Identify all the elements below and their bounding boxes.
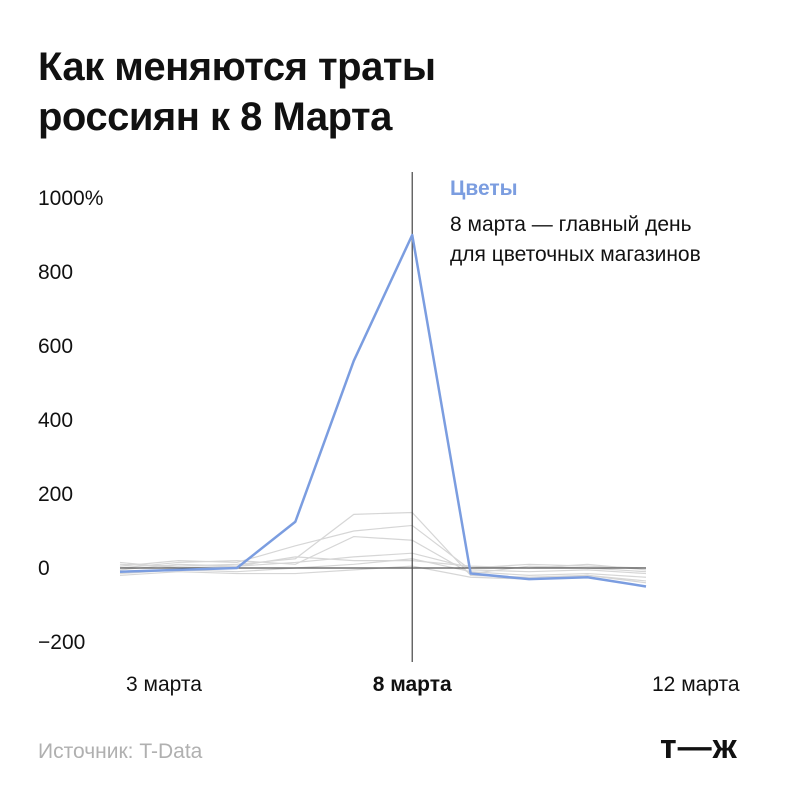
title-line-1: Как меняются траты: [38, 45, 436, 89]
background-series-line: [119, 552, 647, 571]
page-title: Как меняются траты россиян к 8 Марта: [38, 42, 758, 142]
y-tick-label: 800: [38, 261, 73, 284]
x-tick-label: 3 марта: [126, 673, 202, 696]
x-tick-label: 12 марта: [652, 673, 740, 696]
y-tick-label: −200: [38, 631, 85, 654]
x-tick-label: 8 марта: [373, 673, 452, 696]
annotation-line-1: 8 марта — главный день: [450, 213, 692, 236]
y-tick-label: 600: [38, 335, 73, 358]
annotation-title: Цветы: [450, 177, 518, 200]
series-line-flowers: [119, 233, 647, 588]
background-series-line: [119, 524, 647, 575]
annotation-text: 8 марта — главный день для цветочных маг…: [450, 210, 790, 270]
y-tick-label: 0: [38, 557, 50, 580]
y-axis-labels: −200 0 200 400 600 800 1000%: [38, 187, 103, 654]
y-tick-label: 200: [38, 483, 73, 506]
y-tick-label: 400: [38, 409, 73, 432]
background-series-line: [119, 558, 647, 578]
x-axis-labels: 3 марта 8 марта 12 марта: [126, 673, 740, 696]
background-series-group: [119, 511, 647, 584]
background-series-line: [119, 535, 647, 575]
annotation-line-2: для цветочных магазинов: [450, 243, 701, 266]
background-series-line: [119, 556, 647, 571]
source-note: Источник: T-Data: [38, 740, 203, 763]
brand-logo: т—ж: [660, 728, 738, 766]
y-tick-label: 1000%: [38, 187, 103, 210]
title-line-2: россиян к 8 Марта: [38, 95, 392, 139]
